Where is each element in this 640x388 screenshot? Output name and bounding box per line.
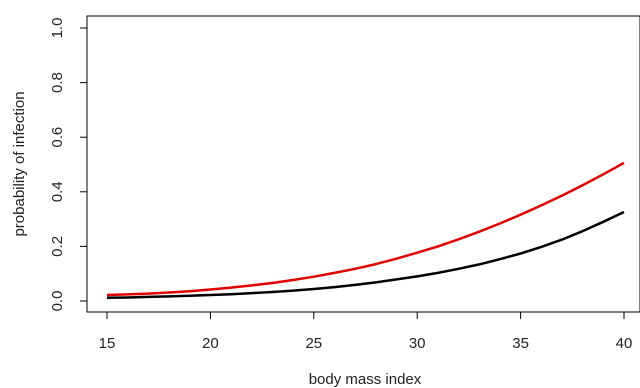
- y-tick-label: 0.6: [49, 127, 66, 148]
- series-lines: [106, 161, 625, 299]
- y-axis: 0.0 0.2 0.4 0.6 0.8 1.0: [49, 18, 88, 312]
- x-tick-label: 35: [512, 335, 529, 352]
- y-tick-label: 0.4: [49, 181, 66, 202]
- y-tick-label: 0.8: [49, 72, 66, 93]
- y-axis-title: probability of infection: [11, 91, 28, 236]
- y-tick-label: 0.0: [49, 291, 66, 312]
- x-tick-label: 25: [305, 335, 322, 352]
- x-axis-title: body mass index: [309, 371, 422, 388]
- x-tick-label: 15: [99, 335, 116, 352]
- y-tick-label: 1.0: [49, 18, 66, 39]
- y-tick-label: 0.2: [49, 236, 66, 257]
- x-tick-label: 20: [202, 335, 219, 352]
- x-tick-label: 40: [616, 335, 633, 352]
- series-line-0: [106, 161, 625, 297]
- x-tick-label: 30: [409, 335, 426, 352]
- x-axis: 15 20 25 30 35 40: [99, 311, 633, 352]
- series-line-1: [106, 210, 625, 299]
